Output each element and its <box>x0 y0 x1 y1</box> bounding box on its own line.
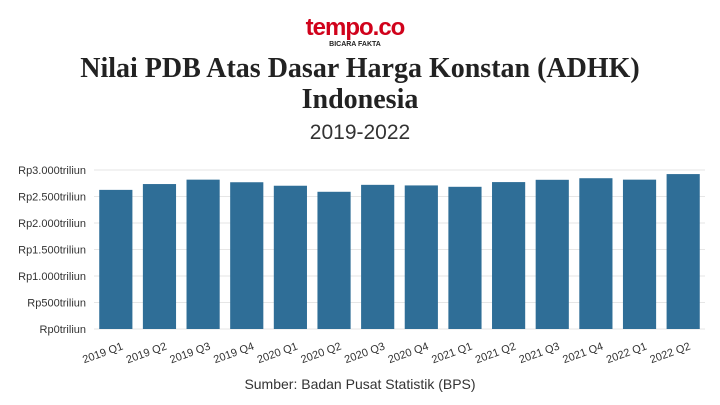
bar <box>535 179 569 329</box>
bar <box>186 179 220 329</box>
y-tick-label: Rp1.000triliun <box>18 271 86 283</box>
bar <box>361 184 395 329</box>
source: Sumber: Badan Pusat Statistik (BPS) <box>244 376 475 392</box>
chart-subtitle: 2019-2022 <box>310 121 410 144</box>
bar <box>622 179 657 329</box>
bar <box>99 189 133 329</box>
chart-title: Nilai PDB Atas Dasar Harga Konstan (ADHK… <box>80 53 640 84</box>
y-tick-label: Rp2.000triliun <box>18 218 86 230</box>
y-tick-label: Rp2.500triliun <box>18 192 86 204</box>
x-tick-label: 2020 Q1 <box>256 341 300 367</box>
x-tick-label: 2021 Q4 <box>561 341 605 367</box>
x-tick-label: 2022 Q1 <box>605 341 649 367</box>
x-tick-label: 2019 Q4 <box>212 341 256 367</box>
x-tick-label: 2020 Q4 <box>387 341 431 367</box>
x-tick-label: 2021 Q1 <box>430 341 474 367</box>
x-tick-label: 2019 Q3 <box>168 341 212 367</box>
chart-title: Indonesia <box>302 84 419 115</box>
bar <box>666 174 700 329</box>
y-tick-label: Rp0triliun <box>40 324 86 336</box>
x-tick-label: 2020 Q3 <box>343 341 387 367</box>
bar <box>142 184 177 329</box>
bar <box>492 182 526 329</box>
bar <box>273 185 307 329</box>
bar <box>230 182 264 329</box>
x-tick-label: 2022 Q2 <box>648 341 692 367</box>
y-tick-label: Rp1.500triliun <box>18 245 86 257</box>
x-tick-label: 2019 Q1 <box>81 341 125 367</box>
bar <box>404 185 438 329</box>
bar <box>317 191 351 329</box>
x-tick-label: 2019 Q2 <box>125 341 169 367</box>
x-tick-label: 2020 Q2 <box>299 341 343 367</box>
brand: tempo.co <box>306 14 405 41</box>
y-tick-label: Rp3.000triliun <box>18 165 86 177</box>
tagline: BICARA FAKTA <box>329 41 381 48</box>
bar <box>448 186 482 329</box>
x-tick-label: 2021 Q2 <box>474 341 518 367</box>
x-tick-label: 2021 Q3 <box>518 341 562 367</box>
bar <box>579 178 613 329</box>
y-tick-label: Rp500triliun <box>27 298 86 310</box>
